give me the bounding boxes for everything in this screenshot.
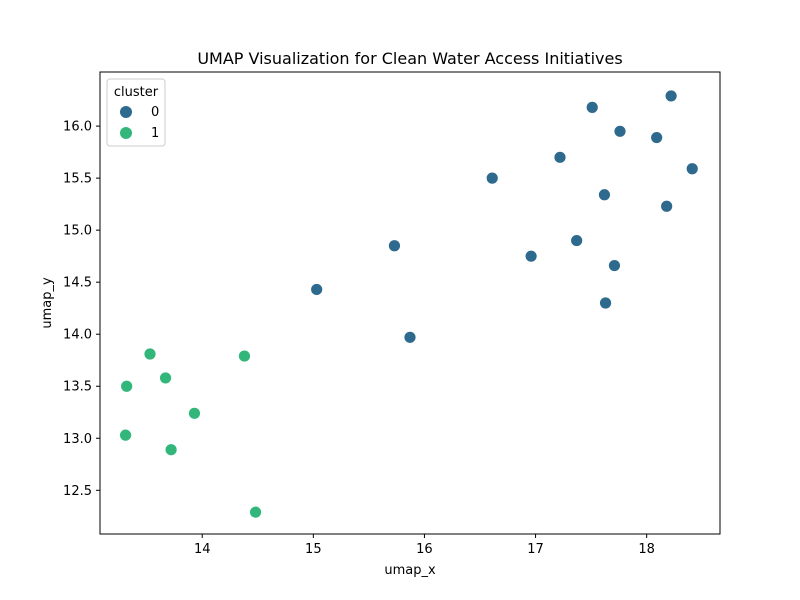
scatter-point-cluster-1 (249, 505, 262, 519)
axes-frame (99, 71, 721, 535)
scatter-point-cluster-1 (159, 371, 172, 385)
y-tick-label: 16.0 (63, 120, 92, 135)
scatter-point-cluster-0 (570, 234, 584, 247)
scatter-point-cluster-0 (388, 239, 401, 253)
y-tick-label: 12.5 (63, 484, 92, 499)
scatter-point-cluster-1 (120, 379, 134, 393)
scatter-point-cluster-0 (613, 124, 627, 138)
scatter-point-cluster-0 (599, 296, 612, 310)
y-axis-label: umap_y (40, 277, 55, 329)
scatter-point-cluster-0 (403, 330, 417, 344)
scatter-point-cluster-0 (553, 150, 567, 164)
scatter-point-cluster-0 (485, 171, 499, 185)
x-tick-label: 14 (194, 542, 211, 557)
scatter-point-cluster-1 (143, 347, 157, 361)
scatter-point-cluster-0 (524, 249, 538, 263)
y-tick-label: 15.5 (63, 172, 92, 187)
x-tick-label: 17 (527, 542, 544, 557)
legend-label-1: 1 (151, 126, 159, 141)
scatter-point-cluster-0 (598, 188, 611, 202)
y-tick-label: 13.5 (63, 380, 92, 395)
scatter-point-cluster-0 (660, 199, 674, 213)
scatter-point-cluster-1 (188, 406, 201, 420)
scatter-point-cluster-0 (685, 162, 699, 176)
legend-label-0: 0 (151, 105, 159, 120)
legend-marker-1 (120, 127, 132, 139)
scatter-point-cluster-0 (585, 100, 599, 114)
legend-marker-0 (120, 106, 132, 118)
scatter-point-cluster-1 (119, 428, 132, 442)
x-tick-label: 15 (305, 542, 322, 557)
y-tick-label: 15.0 (63, 224, 92, 239)
scatter-point-cluster-0 (650, 131, 664, 144)
scatter-point-cluster-0 (310, 283, 324, 296)
scatter-point-cluster-1 (238, 349, 251, 363)
legend-title: cluster (114, 85, 159, 100)
scatter-point-cluster-0 (608, 259, 621, 272)
y-tick-label: 14.5 (63, 276, 92, 291)
scatter-point-cluster-1 (164, 443, 178, 457)
scatter-point-cluster-0 (664, 89, 678, 103)
chart-title: UMAP Visualization for Clean Water Acces… (197, 49, 622, 68)
legend: cluster 0 1 (106, 78, 166, 147)
y-tick-label: 14.0 (63, 328, 92, 343)
x-tick-label: 18 (638, 542, 655, 557)
x-axis-label: umap_x (384, 563, 436, 578)
x-tick-label: 16 (416, 542, 433, 557)
y-tick-label: 13.0 (63, 432, 92, 447)
plot-area (119, 89, 699, 519)
